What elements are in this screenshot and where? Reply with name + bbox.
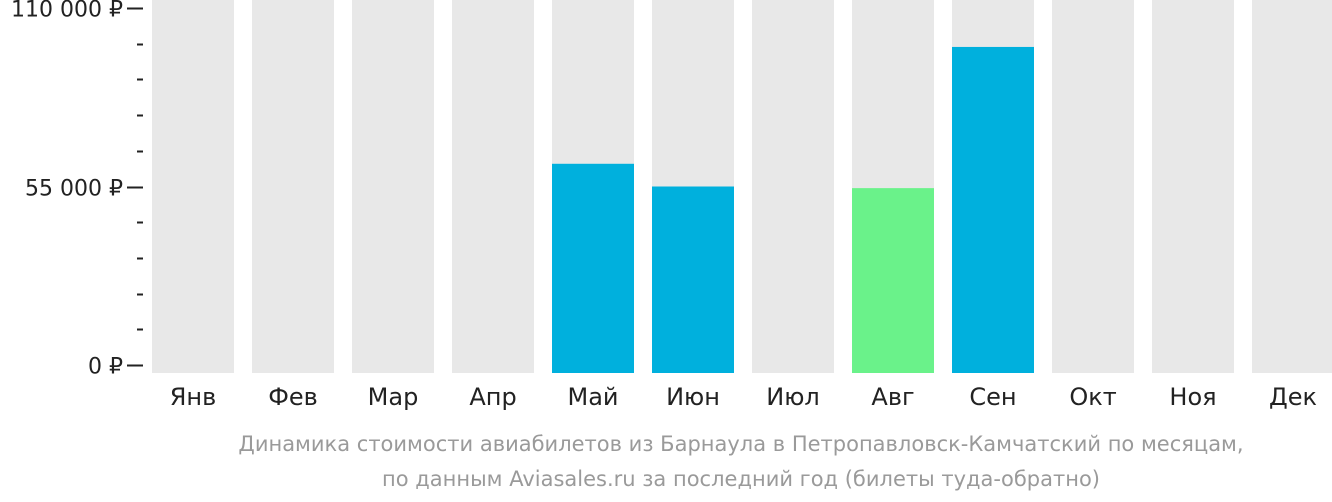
x-tick-label-month-9: Сен bbox=[969, 383, 1016, 411]
background-column-month-2 bbox=[252, 0, 334, 373]
background-column-month-3 bbox=[352, 0, 434, 373]
x-tick-label-month-6: Июн bbox=[666, 383, 720, 411]
background-column-month-12 bbox=[1252, 0, 1332, 373]
price-bar-chart: Янв Фев Мар Апр Май Июн Июл Авг Сен Окт Ноя Дек 0 ₽ 5… bbox=[11, 0, 1332, 411]
y-tick-label-2: 110 000 ₽ bbox=[11, 0, 123, 23]
y-tick-label-1: 55 000 ₽ bbox=[25, 177, 123, 202]
x-tick-label-month-4: Апр bbox=[469, 383, 516, 411]
background-column-month-4 bbox=[452, 0, 534, 373]
background-column-month-10 bbox=[1052, 0, 1134, 373]
x-tick-label-month-12: Дек bbox=[1269, 383, 1317, 411]
bar-month-9 bbox=[952, 46, 1034, 373]
chart-caption-line-2: по данным Aviasales.ru за последний год … bbox=[382, 467, 1100, 491]
bar-month-5 bbox=[552, 163, 634, 373]
y-tick-label-0: 0 ₽ bbox=[88, 355, 123, 380]
x-tick-label-month-7: Июл bbox=[766, 383, 820, 411]
bar-month-6 bbox=[652, 186, 734, 373]
chart-caption-line-1: Динамика стоимости авиабилетов из Барнау… bbox=[238, 432, 1244, 456]
x-tick-label-month-11: Ноя bbox=[1169, 383, 1216, 411]
x-tick-label-month-5: Май bbox=[567, 383, 618, 411]
background-column-month-7 bbox=[752, 0, 834, 373]
background-column-month-1 bbox=[152, 0, 234, 373]
x-tick-label-month-8: Авг bbox=[871, 383, 914, 411]
background-column-month-11 bbox=[1152, 0, 1234, 373]
bar-month-8 bbox=[852, 188, 934, 373]
x-tick-label-month-3: Мар bbox=[368, 383, 419, 411]
x-tick-label-month-1: Янв bbox=[170, 383, 217, 411]
x-tick-label-month-2: Фев bbox=[268, 383, 318, 411]
x-tick-label-month-10: Окт bbox=[1069, 383, 1116, 411]
